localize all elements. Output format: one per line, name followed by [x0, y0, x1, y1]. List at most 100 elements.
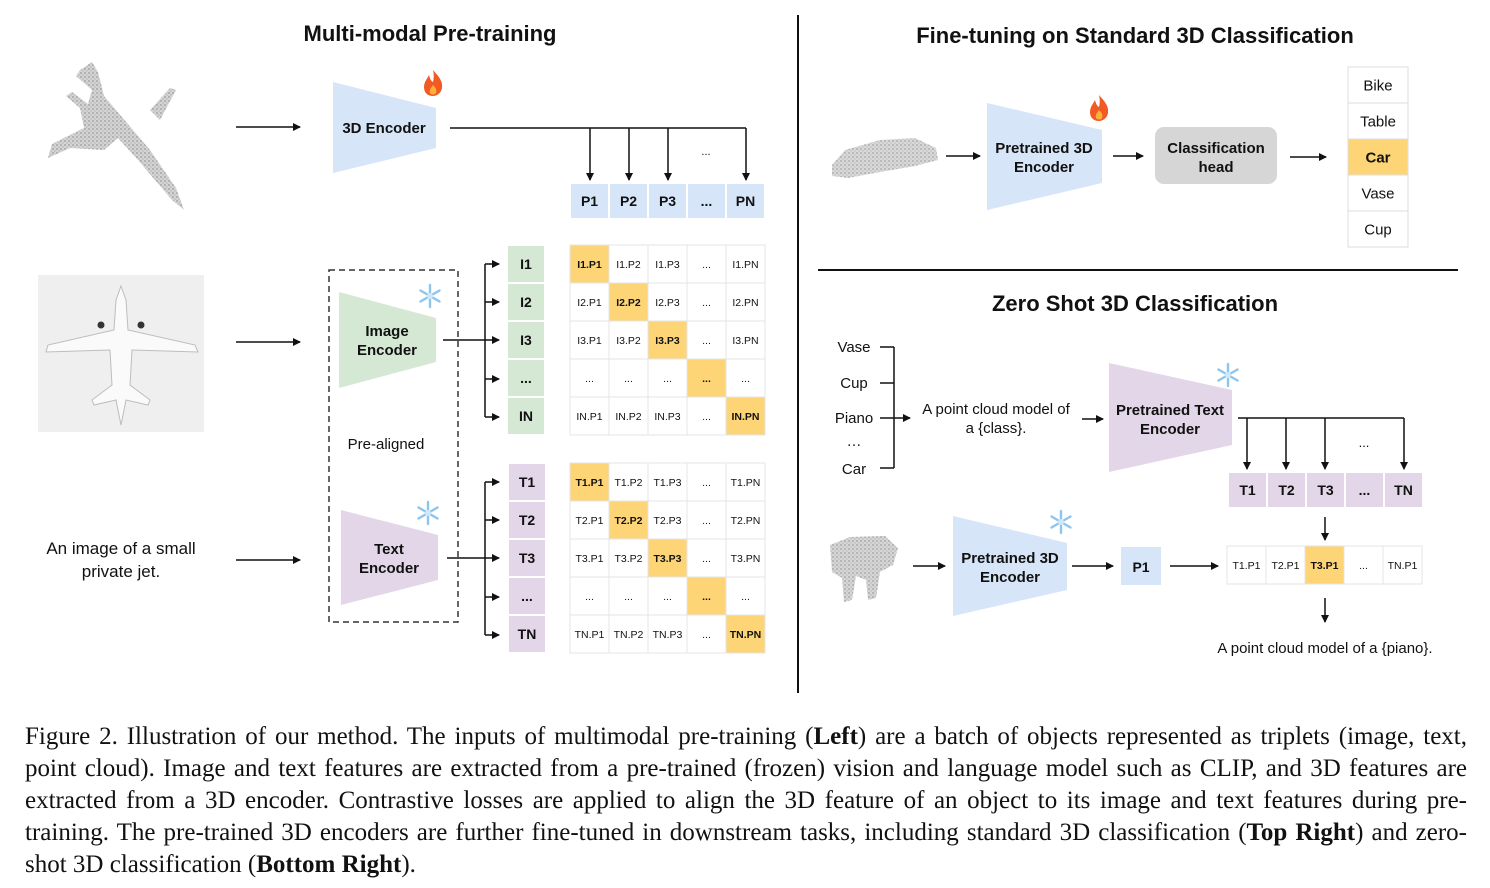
class-item-label: Car — [1365, 149, 1390, 166]
matrix-cell-label: I3.P2 — [616, 335, 641, 347]
matrix-cell-label: I3.P1 — [577, 335, 602, 347]
matrix-cell-label: T2.P2 — [614, 515, 642, 527]
classification-head-label2: head — [1198, 159, 1233, 176]
bottom-right-title: Zero Shot 3D Classification — [992, 291, 1278, 316]
point-feature-3-label: P3 — [659, 193, 676, 209]
zs-text-feature-2: T2 — [1266, 471, 1307, 509]
class-name: … — [847, 433, 862, 450]
text-point-similarity-matrix: T1.P1 T1.P2 T1.P3... T1.PN T2.P1 T2.P2 T2.P3..… — [569, 462, 766, 654]
prompt-template-line1: A point cloud model of — [922, 401, 1070, 418]
text-encoder-block — [341, 510, 438, 605]
matrix-cell-label: I2.PN — [732, 297, 758, 309]
snowflake-icon — [1217, 362, 1239, 388]
text-feature-5-label: TN — [518, 626, 537, 642]
point-feature-5-label: PN — [736, 193, 755, 209]
text-encoder-label1: Text — [374, 541, 404, 558]
matrix-cell: IN.P2 — [608, 396, 649, 436]
matrix-cell: ... — [686, 282, 727, 322]
zero-shot-text-feature-row: T1 T2 T3... TN — [1227, 471, 1424, 509]
matrix-cell-label: IN.P2 — [615, 411, 641, 423]
score-cell-label: ... — [1359, 560, 1368, 572]
matrix-cell: ... — [725, 358, 766, 398]
score-cell: ... — [1343, 545, 1384, 585]
text-feature-column: T1 T2 T3... TN — [507, 462, 547, 654]
pretrained-text-encoder-label2: Encoder — [1140, 421, 1200, 438]
class-name-list: Vase Cup Piano … Car — [835, 339, 873, 478]
matrix-cell: TN.P1 — [569, 614, 610, 654]
matrix-cell: ... — [608, 358, 649, 398]
text-feature-3-label: T3 — [519, 550, 536, 566]
matrix-cell-label: T2.P1 — [575, 515, 603, 527]
class-item: Vase — [1347, 174, 1409, 212]
matrix-cell-label: T2.PN — [731, 515, 761, 527]
text-feature-2: T2 — [507, 500, 547, 540]
matrix-cell: IN.PN — [725, 396, 766, 436]
image-encoder-label2: Encoder — [357, 342, 417, 359]
score-cell: T1.P1 — [1226, 545, 1267, 585]
image-feature-2: I2 — [506, 282, 546, 322]
caption-segment: ) and zero-shot 3D classification ( — [25, 819, 1467, 878]
matrix-cell: ... — [686, 500, 727, 540]
car-point-cloud — [832, 138, 938, 178]
matrix-cell-label: I2.P1 — [577, 297, 602, 309]
image-feature-4: ... — [506, 358, 546, 398]
matrix-cell: T1.P1 — [569, 462, 610, 502]
matrix-cell-label: ... — [702, 515, 711, 527]
matrix-cell: IN.P3 — [647, 396, 688, 436]
matrix-cell: I2.PN — [725, 282, 766, 322]
text-feature-3: T3 — [507, 538, 547, 578]
matrix-cell: I2.P2 — [608, 282, 649, 322]
image-feature-4-label: ... — [520, 370, 532, 386]
zs-text-feature-4-label: ... — [1359, 482, 1371, 498]
image-encoder-label1: Image — [365, 323, 408, 340]
matrix-cell: T2.PN — [725, 500, 766, 540]
score-cell-label: T2.P1 — [1271, 560, 1299, 572]
zs-text-feature-4: ... — [1344, 471, 1385, 509]
pretrained-3d-encoder-block — [953, 516, 1067, 616]
image-feature-3: I3 — [506, 320, 546, 360]
matrix-cell-label: I3.PN — [732, 335, 758, 347]
matrix-cell-label: T1.P1 — [575, 477, 603, 489]
score-cell-label: T1.P1 — [1232, 560, 1260, 572]
figure-caption: Figure 2. Illustration of our method. Th… — [25, 721, 1467, 881]
matrix-cell: I3.PN — [725, 320, 766, 360]
image-feature-2-label: I2 — [520, 294, 532, 310]
image-feature-5: IN — [506, 396, 546, 436]
matrix-cell-label: I3.P3 — [655, 335, 680, 347]
matrix-cell-label: ... — [585, 373, 594, 385]
fire-icon — [424, 70, 443, 96]
similarity-score-row: T1.P1 T2.P1 T3.P1... TN.P1 — [1226, 545, 1423, 585]
matrix-cell-label: ... — [702, 259, 711, 271]
matrix-cell-label: ... — [702, 373, 711, 385]
matrix-cell: ... — [569, 358, 610, 398]
image-branch-lines — [443, 260, 500, 421]
matrix-cell: TN.P3 — [647, 614, 688, 654]
point-feature-box — [1121, 547, 1161, 585]
matrix-cell-label: I1.P1 — [577, 259, 602, 271]
score-cell-label: T3.P1 — [1310, 560, 1338, 572]
text-feature-4: ... — [507, 576, 547, 616]
point-feature-5: PN — [725, 182, 766, 220]
matrix-cell: ... — [686, 614, 727, 654]
matrix-cell-label: T2.P3 — [653, 515, 681, 527]
matrix-cell: ... — [647, 358, 688, 398]
matrix-cell-label: ... — [702, 629, 711, 641]
matrix-cell-label: IN.P1 — [576, 411, 602, 423]
class-item: Car — [1347, 138, 1409, 176]
3d-encoder-label: 3D Encoder — [342, 120, 426, 137]
prompt-template-line2: a {class}. — [966, 420, 1027, 437]
matrix-cell-label: TN.P1 — [575, 629, 605, 641]
left-title: Multi-modal Pre-training — [304, 21, 557, 46]
image-encoder-block — [339, 292, 436, 388]
matrix-cell-label: ... — [702, 477, 711, 489]
text-feature-arrows — [1238, 417, 1408, 470]
zs-text-feature-1-label: T1 — [1239, 482, 1256, 498]
point-feature-1: P1 — [569, 182, 610, 220]
text-feature-1: T1 — [507, 462, 547, 502]
score-cell: TN.P1 — [1382, 545, 1423, 585]
matrix-cell-label: TN.PN — [730, 629, 762, 641]
matrix-cell-label: I1.PN — [732, 259, 758, 271]
point-feature-4-label: ... — [701, 193, 713, 209]
caption-segment: ). — [401, 851, 416, 878]
matrix-cell: T1.PN — [725, 462, 766, 502]
